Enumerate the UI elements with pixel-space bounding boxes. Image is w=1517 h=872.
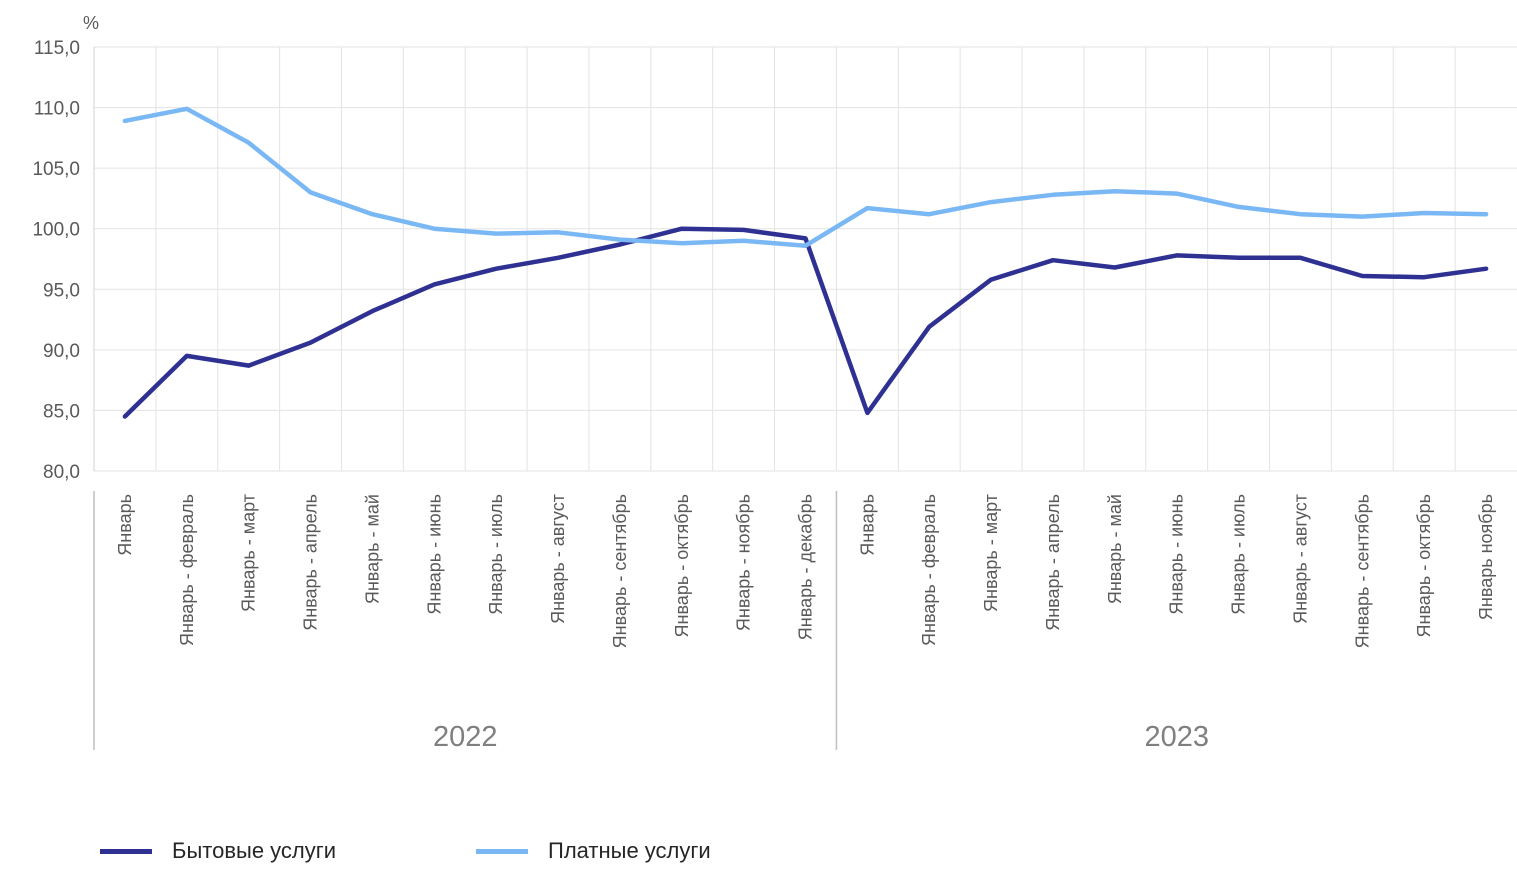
y-tick-label: 105,0 <box>32 159 80 180</box>
x-group-labels: 2022 2023 <box>433 721 1209 753</box>
y-tick-label: 100,0 <box>32 220 80 241</box>
x-group-label: 2023 <box>1144 721 1209 753</box>
x-tick-label: Январь - сентябрь <box>1352 494 1372 648</box>
x-tick-label: Январь - февраль <box>919 494 939 646</box>
x-tick-label: Январь - март <box>981 494 1001 612</box>
legend-item-paid: Платные услуги <box>476 838 711 864</box>
y-tick-label: 85,0 <box>43 401 80 422</box>
x-tick-label: Январь - июнь <box>1167 494 1187 615</box>
gridlines <box>94 46 1517 472</box>
x-tick-label: Январь - август <box>1290 494 1310 624</box>
x-tick-label: Январь - апрель <box>301 494 321 631</box>
x-tick-label: Январь - июль <box>1229 494 1249 615</box>
x-tick-label: Январь <box>115 494 135 556</box>
x-tick-label: Январь - июль <box>486 494 506 615</box>
series-line-paid <box>122 106 1489 248</box>
y-tick-label: 115,0 <box>34 38 80 59</box>
y-tick-label: 95,0 <box>43 280 80 301</box>
x-tick-label: Январь - октябрь <box>672 494 692 637</box>
x-tick-label: Январь - ноябрь <box>734 494 754 631</box>
legend-label-household: Бытовые услуги <box>172 838 337 863</box>
y-tick-label: 80,0 <box>43 462 80 483</box>
y-tick-labels: 80,0 85,0 90,0 95,0 100,0 105,0 110,0 115,0 <box>32 38 80 483</box>
legend-swatch-paid <box>476 848 528 854</box>
series-line-household <box>122 226 1489 419</box>
x-tick-label: Январь - июнь <box>424 494 444 615</box>
line-chart: % 80,0 85,0 90,0 95,0 100,0 105,0 110,0 115,0 Я… <box>32 13 1517 753</box>
legend-item-household: Бытовые услуги <box>100 838 336 864</box>
x-tick-label: Январь - апрель <box>1043 494 1063 631</box>
x-tick-label: Январь <box>857 494 877 556</box>
x-tick-label: Январь - декабрь <box>796 494 816 640</box>
x-tick-label: Январь - август <box>548 494 568 624</box>
series-lines <box>122 106 1489 419</box>
x-tick-label: Январь - март <box>239 494 259 612</box>
axes <box>93 47 838 750</box>
x-tick-label: Январь - май <box>362 494 382 604</box>
x-tick-label: Январь ноябрь <box>1476 494 1496 620</box>
x-tick-label: Январь - сентябрь <box>610 494 630 648</box>
y-tick-label: 90,0 <box>43 341 80 362</box>
x-tick-label: Январь - октябрь <box>1414 494 1434 637</box>
legend-label-paid: Платные услуги <box>548 838 711 863</box>
x-tick-label: Январь - февраль <box>177 494 197 646</box>
y-tick-label: 110,0 <box>34 99 80 120</box>
x-group-label: 2022 <box>433 721 498 753</box>
x-tick-labels: Январь Январь - февраль Январь - март Январ… <box>115 494 1496 648</box>
legend-swatch-household <box>100 848 152 854</box>
y-unit-label: % <box>83 13 99 33</box>
x-tick-label: Январь - май <box>1105 494 1125 604</box>
